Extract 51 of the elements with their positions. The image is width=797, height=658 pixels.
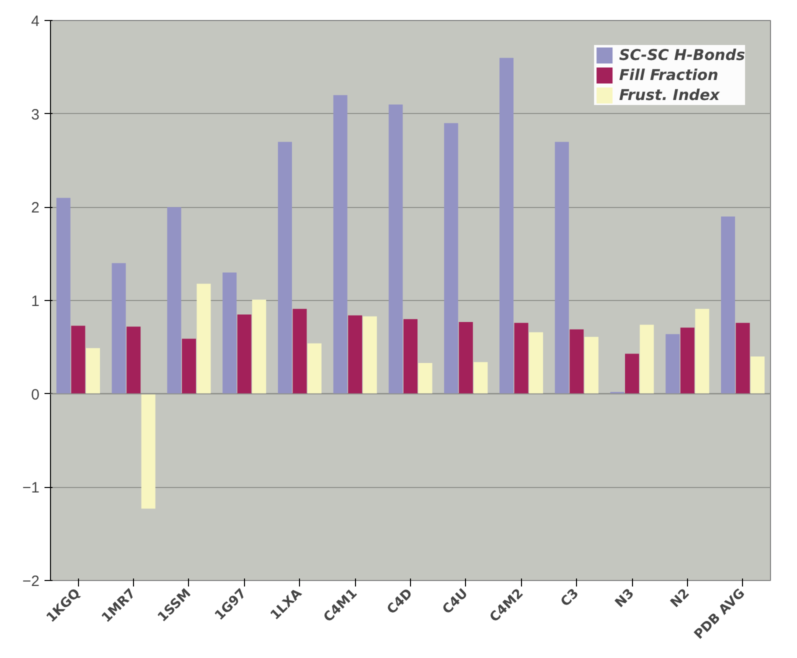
- bar: [141, 394, 156, 509]
- bar: [499, 58, 514, 394]
- bar: [529, 332, 544, 394]
- x-tick-label: N3: [612, 586, 638, 611]
- bar: [514, 322, 528, 394]
- bar: [695, 308, 710, 394]
- bar: [348, 315, 362, 394]
- bar: [112, 263, 126, 394]
- bar: [444, 123, 458, 394]
- bar: [388, 104, 403, 394]
- bar: [554, 142, 569, 394]
- bar: [736, 322, 750, 394]
- legend-label: SC-SC H-Bonds: [619, 46, 745, 64]
- y-tick-label: 2: [31, 200, 40, 217]
- legend-label: Frust. Index: [619, 86, 720, 104]
- bar: [584, 336, 598, 394]
- y-tick-label: −1: [22, 480, 40, 497]
- x-tick-label: C3: [558, 586, 582, 610]
- bar: [666, 334, 680, 394]
- bar: [222, 272, 237, 394]
- bar: [333, 95, 348, 394]
- bar: [126, 326, 141, 394]
- x-tick-label: N2: [668, 586, 693, 611]
- bar: [474, 362, 488, 394]
- bar: [292, 308, 307, 394]
- bar: [640, 324, 654, 394]
- y-tick-label: 4: [31, 13, 40, 30]
- bar: [252, 300, 266, 394]
- bar: [403, 319, 418, 394]
- bar: [680, 328, 694, 394]
- bar: [625, 354, 640, 394]
- bar: [721, 216, 736, 394]
- bar: [182, 338, 196, 394]
- legend-label: Fill Fraction: [619, 66, 718, 84]
- bar: [71, 326, 86, 394]
- bar: [570, 329, 584, 394]
- bar: [307, 343, 322, 394]
- bar: [237, 314, 252, 394]
- bar: [196, 284, 211, 394]
- y-tick-label: −2: [22, 573, 40, 590]
- bar: [418, 363, 432, 394]
- bar: [750, 356, 765, 394]
- y-tick-label: 0: [31, 386, 40, 404]
- bar: [278, 142, 292, 394]
- bar: [86, 348, 100, 394]
- bar: [362, 316, 377, 394]
- bar: [458, 322, 473, 394]
- bar: [56, 198, 70, 394]
- y-tick-label: 3: [31, 106, 40, 124]
- bar: [167, 207, 182, 394]
- y-tick-label: 1: [31, 293, 40, 310]
